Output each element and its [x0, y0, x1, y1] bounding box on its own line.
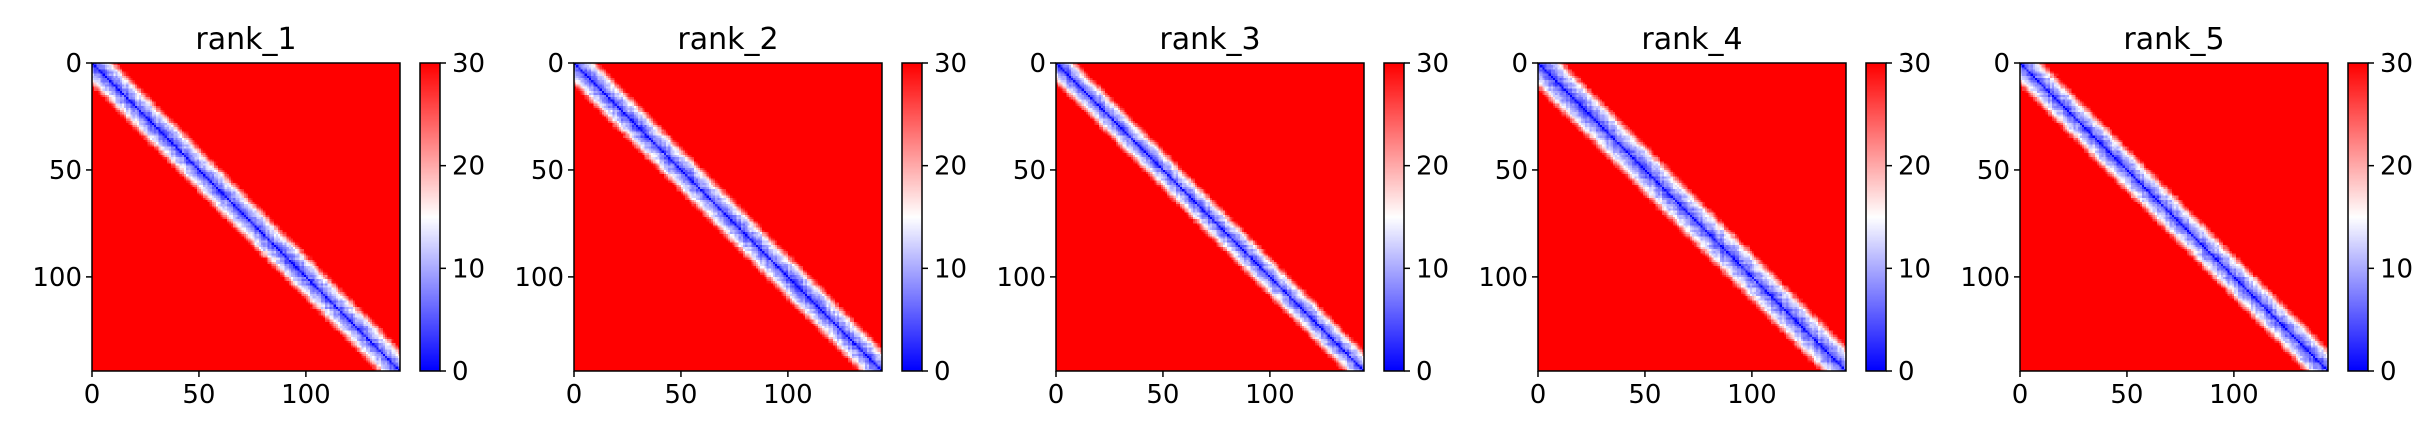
colorbar-tick-label: 30 [2380, 49, 2413, 79]
axes-frame [2019, 62, 2329, 372]
x-tick-label: 0 [1048, 380, 1065, 410]
x-tick-label: 0 [2012, 380, 2029, 410]
y-tick-label: 50 [49, 156, 82, 186]
x-tick-label: 100 [2209, 380, 2259, 410]
colorbar-tick-label: 0 [1898, 357, 1915, 387]
x-tick-label: 100 [281, 380, 331, 410]
panel-title: rank_3 [1159, 22, 1260, 57]
panel-title: rank_5 [2123, 22, 2224, 57]
colorbar-gradient [902, 63, 922, 371]
colorbar-tick-label: 10 [1898, 254, 1931, 284]
colorbar-tick-label: 0 [2380, 357, 2397, 387]
panel-title: rank_1 [195, 22, 296, 57]
panel-2: rank_2 0 50 100 0 50 100 0 10 20 30 [514, 22, 967, 410]
x-tick-label: 100 [1245, 380, 1295, 410]
y-tick-label: 0 [1029, 49, 1046, 79]
colorbar-gradient [1866, 63, 1886, 371]
colorbar-tick-label: 30 [452, 49, 485, 79]
y-tick-label: 100 [32, 263, 82, 293]
panel-1: rank_1 0 50 100 0 50 100 0 10 20 30 [32, 22, 485, 410]
colorbar-tick-label: 10 [1416, 254, 1449, 284]
x-tick-label: 50 [664, 380, 697, 410]
y-tick-label: 100 [514, 263, 564, 293]
panel-5: rank_5 0 50 100 0 50 100 0 10 20 30 [1960, 22, 2413, 410]
heatmap-image [574, 63, 882, 371]
x-tick-label: 0 [566, 380, 583, 410]
colorbar-tick-label: 0 [934, 357, 951, 387]
axes-frame [1537, 62, 1847, 372]
y-tick-label: 50 [1977, 156, 2010, 186]
x-tick-label: 100 [1727, 380, 1777, 410]
colorbar-tick-label: 20 [452, 152, 485, 182]
heatmap-image [92, 63, 400, 371]
colorbar-tick-label: 30 [1416, 49, 1449, 79]
y-tick-label: 50 [1495, 156, 1528, 186]
colorbar-frame [1383, 62, 1405, 372]
colorbar-tick-label: 20 [2380, 152, 2413, 182]
heatmap-image [2020, 63, 2328, 371]
axes-frame [573, 62, 883, 372]
colorbar-tick-label: 0 [452, 357, 469, 387]
axes-frame [1055, 62, 1365, 372]
colorbar-tick-label: 10 [2380, 254, 2413, 284]
panel-title: rank_2 [677, 22, 778, 57]
colorbar-frame [419, 62, 441, 372]
colorbar-tick-label: 20 [1416, 152, 1449, 182]
y-tick-label: 0 [65, 49, 82, 79]
panel-3: rank_3 0 50 100 0 50 100 0 10 20 30 [996, 22, 1449, 410]
x-tick-label: 50 [2110, 380, 2143, 410]
y-tick-label: 50 [1013, 156, 1046, 186]
colorbar-tick-label: 20 [934, 152, 967, 182]
colorbar-tick-label: 10 [934, 254, 967, 284]
x-tick-label: 50 [182, 380, 215, 410]
colorbar-tick-label: 30 [934, 49, 967, 79]
x-tick-label: 50 [1628, 380, 1661, 410]
x-tick-label: 0 [1530, 380, 1547, 410]
colorbar-gradient [420, 63, 440, 371]
x-tick-label: 50 [1146, 380, 1179, 410]
colorbar-frame [901, 62, 923, 372]
colorbar-tick-label: 20 [1898, 152, 1931, 182]
x-tick-label: 100 [763, 380, 813, 410]
y-tick-label: 0 [547, 49, 564, 79]
y-tick-label: 0 [1993, 49, 2010, 79]
y-tick-label: 100 [1960, 263, 2010, 293]
y-tick-label: 50 [531, 156, 564, 186]
colorbar-gradient [2348, 63, 2368, 371]
y-tick-label: 0 [1511, 49, 1528, 79]
colorbar-tick-label: 30 [1898, 49, 1931, 79]
panel-title: rank_4 [1641, 22, 1742, 57]
axes-frame [91, 62, 401, 372]
colorbar-frame [2347, 62, 2369, 372]
y-tick-label: 100 [996, 263, 1046, 293]
colorbar-tick-label: 10 [452, 254, 485, 284]
heatmap-image [1056, 63, 1364, 371]
colorbar-tick-label: 0 [1416, 357, 1433, 387]
heatmap-image [1538, 63, 1846, 371]
panel-4: rank_4 0 50 100 0 50 100 0 10 20 30 [1478, 22, 1931, 410]
colorbar-gradient [1384, 63, 1404, 371]
x-tick-label: 0 [84, 380, 101, 410]
colorbar-frame [1865, 62, 1887, 372]
y-tick-label: 100 [1478, 263, 1528, 293]
